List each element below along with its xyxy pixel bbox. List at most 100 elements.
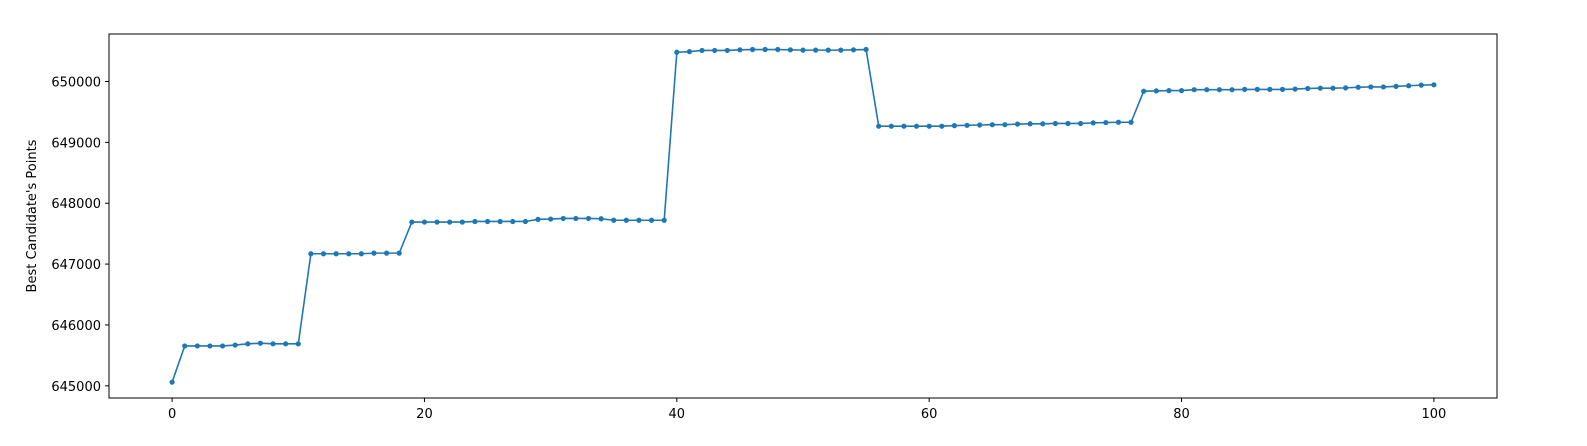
axes-frame <box>108 33 1498 399</box>
data-point <box>295 341 301 347</box>
data-point <box>1355 84 1361 90</box>
data-point <box>1216 87 1222 93</box>
data-point <box>623 217 629 223</box>
y-tick-label: 646000 <box>51 319 101 334</box>
data-point <box>182 343 188 349</box>
data-point <box>257 340 264 346</box>
data-point <box>838 47 844 53</box>
data-point <box>964 122 970 128</box>
data-point <box>1103 119 1109 126</box>
data-point <box>346 251 352 257</box>
data-point <box>1002 122 1008 128</box>
data-point <box>1128 119 1134 125</box>
data-point <box>661 217 667 223</box>
data-point <box>409 219 415 225</box>
data-point <box>1330 85 1336 91</box>
data-point <box>1178 88 1185 94</box>
data-point <box>989 122 995 128</box>
data-point <box>611 217 617 223</box>
data-point <box>913 123 920 129</box>
data-point <box>585 215 592 222</box>
x-tick-label: 20 <box>416 407 433 422</box>
data-point <box>560 215 566 222</box>
y-tick-label: 650000 <box>51 75 101 90</box>
data-point <box>1406 83 1412 89</box>
data-point <box>1052 120 1058 127</box>
data-point <box>598 216 604 222</box>
data-point <box>358 251 364 257</box>
data-point <box>1431 82 1437 88</box>
data-point <box>1078 120 1084 127</box>
data-point <box>1254 86 1260 92</box>
data-point <box>232 342 238 348</box>
data-point <box>522 218 529 225</box>
data-point <box>825 47 831 53</box>
data-point <box>850 47 857 53</box>
data-point <box>1153 88 1159 94</box>
data-point <box>648 217 655 223</box>
data-point <box>800 47 806 53</box>
data-point <box>737 47 743 53</box>
data-point <box>939 123 945 129</box>
data-point <box>1014 121 1021 127</box>
data-point <box>459 219 465 225</box>
data-point <box>434 219 440 225</box>
data-point <box>1418 82 1424 88</box>
data-point <box>535 216 541 222</box>
data-point <box>863 46 869 53</box>
data-point <box>813 47 819 53</box>
data-point <box>1065 120 1071 127</box>
data-point <box>484 218 491 225</box>
data-point <box>876 123 882 129</box>
data-point <box>1393 83 1399 89</box>
data-point <box>1317 85 1323 91</box>
x-tick-label: 80 <box>1173 407 1190 422</box>
data-point <box>1342 85 1349 91</box>
data-point <box>1204 87 1210 93</box>
data-point <box>888 123 894 129</box>
data-point <box>724 47 730 54</box>
series-line <box>171 48 1434 383</box>
y-tick-label: 648000 <box>51 197 101 212</box>
y-axis-title: Best Candidate's Points <box>25 139 40 292</box>
data-point <box>245 341 251 347</box>
data-point <box>447 219 453 225</box>
data-point <box>472 218 478 225</box>
data-point <box>775 46 781 53</box>
data-point <box>674 49 680 55</box>
data-point <box>548 216 554 222</box>
data-point <box>396 250 402 256</box>
data-point <box>712 47 718 54</box>
data-point <box>926 123 932 129</box>
x-tick-label: 100 <box>1421 407 1446 422</box>
data-point <box>1279 86 1286 92</box>
data-point <box>384 250 390 256</box>
data-point <box>421 219 428 225</box>
data-point <box>497 218 503 225</box>
data-point <box>333 251 339 257</box>
data-point <box>1229 87 1235 93</box>
data-point <box>1242 86 1248 92</box>
data-point <box>1305 85 1311 92</box>
data-point <box>573 215 579 222</box>
x-tick-label: 40 <box>669 407 686 422</box>
data-point <box>1141 88 1147 94</box>
data-point <box>207 343 213 349</box>
data-point <box>762 46 768 53</box>
data-point <box>219 343 226 349</box>
x-axis: 0 20 40 60 80 100 <box>168 398 1446 422</box>
data-point <box>951 123 958 129</box>
data-point <box>1191 87 1197 93</box>
data-point <box>686 49 693 55</box>
data-point <box>1368 84 1374 90</box>
data-point <box>308 251 314 257</box>
data-point <box>699 47 705 54</box>
data-point <box>749 46 756 53</box>
data-point <box>1040 121 1046 127</box>
y-axis: 645000 646000 647000 648000 649000 650000 <box>51 75 109 395</box>
data-point <box>270 341 276 347</box>
data-point <box>283 341 289 347</box>
data-point <box>194 343 200 349</box>
x-tick-label: 0 <box>168 407 176 422</box>
